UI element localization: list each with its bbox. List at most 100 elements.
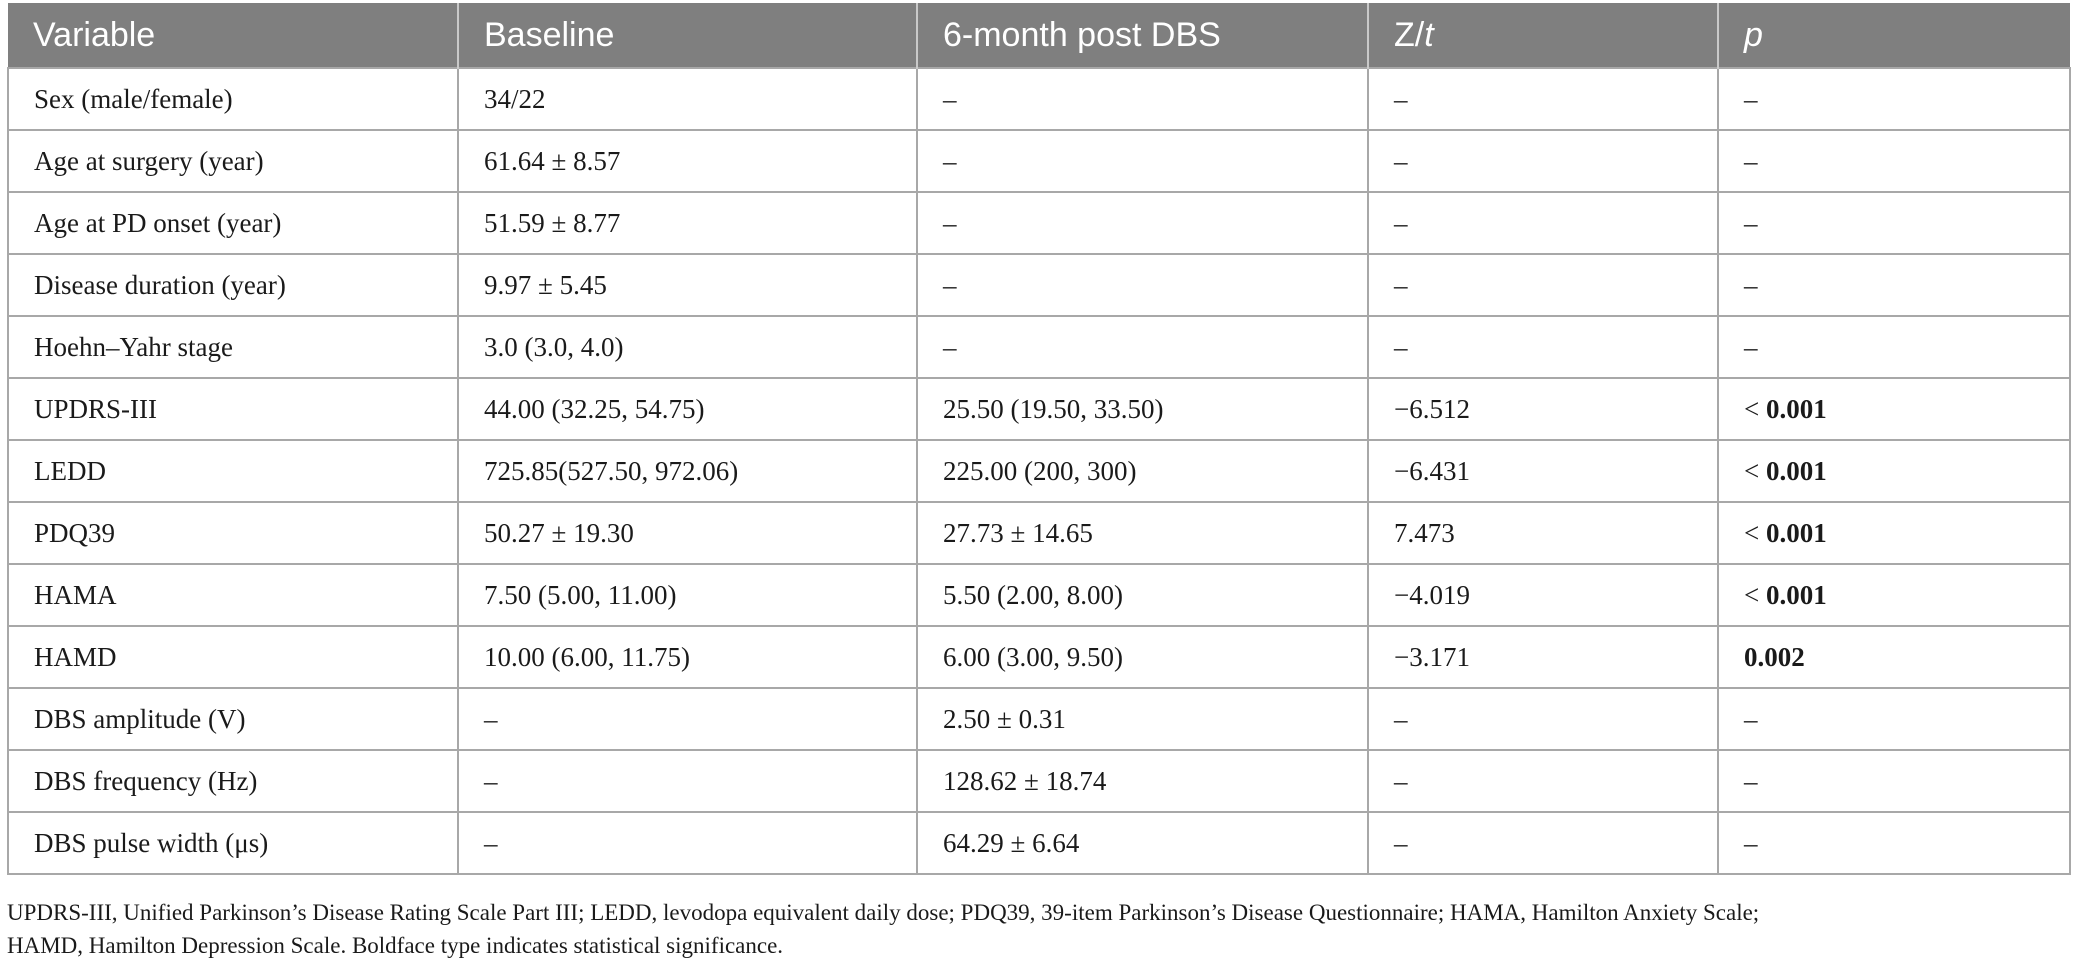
p-value: – bbox=[1744, 703, 1758, 734]
p-value: – bbox=[1744, 269, 1758, 300]
cell-variable: LEDD bbox=[7, 439, 459, 503]
header-baseline: Baseline bbox=[458, 3, 918, 68]
p-value: – bbox=[1744, 83, 1758, 114]
cell-p: < 0.001 bbox=[1717, 563, 2071, 627]
cell-post-dbs: 128.62 ± 18.74 bbox=[916, 749, 1369, 813]
cell-baseline: – bbox=[457, 687, 918, 751]
p-value: – bbox=[1744, 765, 1758, 796]
p-prefix: < bbox=[1744, 393, 1766, 424]
p-prefix: < bbox=[1744, 455, 1766, 486]
table-body: Sex (male/female) 34/22– – – Age at surgery … bbox=[7, 67, 2071, 875]
cell-p: – bbox=[1717, 67, 2071, 131]
p-value: 0.001 bbox=[1765, 393, 1827, 424]
cell-p: – bbox=[1717, 749, 2071, 813]
cell-baseline: 9.97 ± 5.45 bbox=[457, 253, 918, 317]
cell-zt: – bbox=[1367, 811, 1719, 875]
p-value: – bbox=[1744, 145, 1758, 176]
cell-post-dbs: 5.50 (2.00, 8.00) bbox=[916, 563, 1369, 627]
cell-baseline: 50.27 ± 19.30 bbox=[457, 501, 918, 565]
cell-zt: −6.431 bbox=[1367, 439, 1719, 503]
cell-zt: −3.171 bbox=[1367, 625, 1719, 689]
table-row: DBS amplitude (V) –2.50 ± 0.31– – bbox=[7, 687, 2071, 751]
table-row: Disease duration (year) 9.97 ± 5.45– – – bbox=[7, 253, 2071, 317]
cell-p: – bbox=[1717, 811, 2071, 875]
p-value: 0.001 bbox=[1765, 517, 1827, 548]
cell-baseline: 44.00 (32.25, 54.75) bbox=[457, 377, 918, 441]
cell-p: < 0.001 bbox=[1717, 439, 2071, 503]
p-value: – bbox=[1744, 331, 1758, 362]
p-value: 0.001 bbox=[1765, 455, 1827, 486]
p-value: 0.001 bbox=[1765, 579, 1827, 610]
cell-baseline: 7.50 (5.00, 11.00) bbox=[457, 563, 918, 627]
cell-variable: Sex (male/female) bbox=[7, 67, 459, 131]
cell-zt: – bbox=[1367, 315, 1719, 379]
cell-baseline: 725.85(527.50, 972.06) bbox=[457, 439, 918, 503]
cell-post-dbs: – bbox=[916, 67, 1369, 131]
cell-p: – bbox=[1717, 191, 2071, 255]
cell-post-dbs: 6.00 (3.00, 9.50) bbox=[916, 625, 1369, 689]
header-zt: Z/t bbox=[1368, 3, 1719, 68]
cell-post-dbs: 27.73 ± 14.65 bbox=[916, 501, 1369, 565]
cell-p: – bbox=[1717, 253, 2071, 317]
cell-baseline: – bbox=[457, 749, 918, 813]
header-zt-t: t bbox=[1424, 15, 1434, 54]
table-row: Age at PD onset (year) 51.59 ± 8.77– – – bbox=[7, 191, 2071, 255]
cell-zt: 7.473 bbox=[1367, 501, 1719, 565]
table-row: HAMA 7.50 (5.00, 11.00) 5.50 (2.00, 8.00) −… bbox=[7, 563, 2071, 627]
cell-variable: PDQ39 bbox=[7, 501, 459, 565]
footnote-line-2: HAMD, Hamilton Depression Scale. Boldfac… bbox=[7, 933, 784, 958]
cell-post-dbs: 64.29 ± 6.64 bbox=[916, 811, 1369, 875]
cell-p: < 0.001 bbox=[1717, 501, 2071, 565]
table-row: PDQ39 50.27 ± 19.30 27.73 ± 14.65 7.473 < 0.… bbox=[7, 501, 2071, 565]
cell-post-dbs: – bbox=[916, 129, 1369, 193]
cell-p: < 0.001 bbox=[1717, 377, 2071, 441]
header-p-label: p bbox=[1744, 15, 1763, 54]
cell-variable: DBS pulse width (μs) bbox=[7, 811, 459, 875]
cell-post-dbs: – bbox=[916, 191, 1369, 255]
table-row: HAMD 10.00 (6.00, 11.75) 6.00 (3.00, 9.50)… bbox=[7, 625, 2071, 689]
cell-variable: HAMD bbox=[7, 625, 459, 689]
cell-variable: UPDRS-III bbox=[7, 377, 459, 441]
cell-baseline: 51.59 ± 8.77 bbox=[457, 191, 918, 255]
p-value: – bbox=[1744, 207, 1758, 238]
table-row: DBS pulse width (μs) –64.29 ± 6.64– – bbox=[7, 811, 2071, 875]
cell-post-dbs: – bbox=[916, 315, 1369, 379]
p-value: 0.002 bbox=[1744, 641, 1805, 672]
header-post-dbs: 6-month post DBS bbox=[917, 3, 1369, 68]
cell-zt: – bbox=[1367, 253, 1719, 317]
p-prefix: < bbox=[1744, 517, 1766, 548]
cell-variable: DBS frequency (Hz) bbox=[7, 749, 459, 813]
cell-p: – bbox=[1717, 687, 2071, 751]
header-p: p bbox=[1718, 3, 2070, 68]
cell-zt: −4.019 bbox=[1367, 563, 1719, 627]
cell-zt: – bbox=[1367, 191, 1719, 255]
cell-baseline: – bbox=[457, 811, 918, 875]
cell-zt: – bbox=[1367, 129, 1719, 193]
data-table-container: Variable Baseline 6-month post DBS Z/t p… bbox=[7, 3, 2071, 875]
header-variable: Variable bbox=[8, 3, 459, 68]
p-prefix: < bbox=[1744, 579, 1766, 610]
table-row: Sex (male/female) 34/22– – – bbox=[7, 67, 2071, 131]
cell-zt: – bbox=[1367, 67, 1719, 131]
table-row: UPDRS-III 44.00 (32.25, 54.75) 25.50 (19.5… bbox=[7, 377, 2071, 441]
table-row: Hoehn–Yahr stage 3.0 (3.0, 4.0) – – – bbox=[7, 315, 2071, 379]
header-zt-z: Z/ bbox=[1394, 15, 1425, 54]
cell-p: – bbox=[1717, 315, 2071, 379]
cell-variable: DBS amplitude (V) bbox=[7, 687, 459, 751]
header-row: Variable Baseline 6-month post DBS Z/t p bbox=[8, 3, 2070, 68]
cell-zt: – bbox=[1367, 749, 1719, 813]
cell-p: 0.002 bbox=[1717, 625, 2071, 689]
cell-post-dbs: 25.50 (19.50, 33.50) bbox=[916, 377, 1369, 441]
table-row: DBS frequency (Hz) –128.62 ± 18.74– – bbox=[7, 749, 2071, 813]
cell-baseline: 34/22 bbox=[457, 67, 918, 131]
cell-zt: −6.512 bbox=[1367, 377, 1719, 441]
table-row: Age at surgery (year) 61.64 ± 8.57– – – bbox=[7, 129, 2071, 193]
cell-variable: HAMA bbox=[7, 563, 459, 627]
cell-post-dbs: 225.00 (200, 300) bbox=[916, 439, 1369, 503]
p-value: – bbox=[1744, 827, 1758, 858]
cell-post-dbs: – bbox=[916, 253, 1369, 317]
cell-baseline: 61.64 ± 8.57 bbox=[457, 129, 918, 193]
table-row: LEDD 725.85(527.50, 972.06) 225.00 (200, 3… bbox=[7, 439, 2071, 503]
cell-variable: Hoehn–Yahr stage bbox=[7, 315, 459, 379]
cell-zt: – bbox=[1367, 687, 1719, 751]
